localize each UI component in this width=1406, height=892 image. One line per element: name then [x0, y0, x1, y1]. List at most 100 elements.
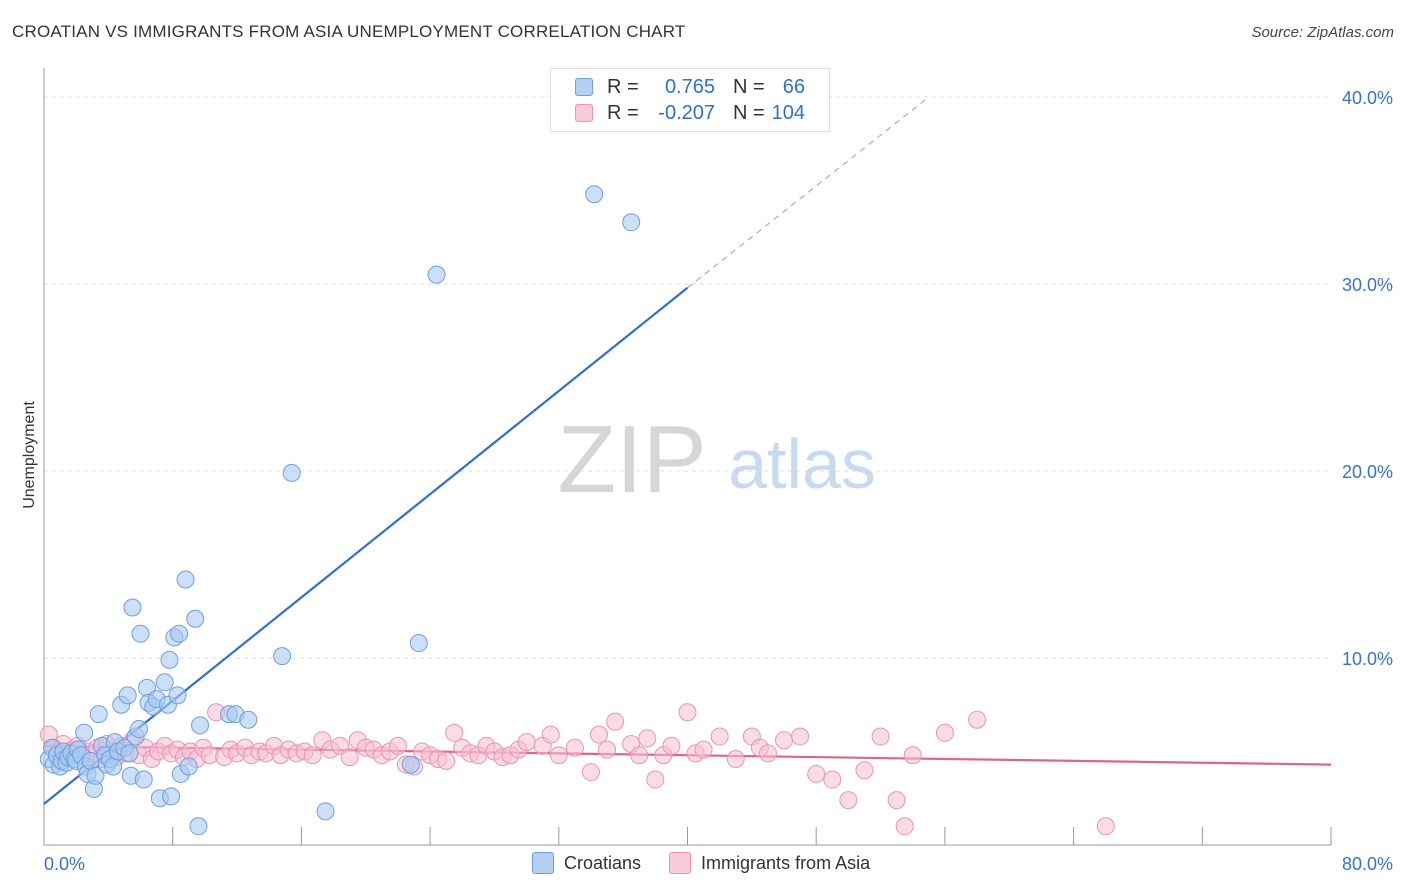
- immigrants-point: [775, 731, 794, 750]
- chart-source: Source: ZipAtlas.com: [1251, 24, 1394, 41]
- legend-r-label: R =: [607, 75, 639, 98]
- immigrants-point: [871, 727, 890, 746]
- croatians-point: [134, 770, 153, 789]
- immigrants-point: [517, 733, 536, 752]
- legend-r-value: 0.765: [664, 75, 715, 98]
- croatians-point: [118, 686, 137, 705]
- legend-swatch-blue: [575, 78, 593, 96]
- legend-item-croatians: Croatians: [532, 852, 641, 874]
- immigrants-point: [303, 746, 322, 765]
- legend-n-label: N =: [733, 75, 765, 98]
- croatians-point: [176, 570, 195, 589]
- immigrants-point: [887, 791, 906, 810]
- croatians-point: [168, 686, 187, 705]
- x-tick-label: 0.0%: [44, 854, 85, 874]
- immigrants-point: [935, 723, 954, 742]
- immigrants-point: [541, 725, 560, 744]
- croatians-point: [89, 705, 108, 724]
- x-tick-label: 80.0%: [1342, 854, 1393, 874]
- immigrants-point: [694, 740, 713, 759]
- croatians-point: [162, 787, 181, 806]
- immigrants-point: [758, 744, 777, 763]
- legend-r-label: R =: [607, 101, 639, 124]
- croatians-point: [75, 723, 94, 742]
- croatians-point: [189, 817, 208, 836]
- immigrants-point: [678, 703, 697, 722]
- immigrants-point: [445, 723, 464, 742]
- croatians-point: [131, 624, 150, 643]
- croatians-trend-line: [43, 286, 689, 805]
- immigrants-point: [823, 770, 842, 789]
- croatians-point: [129, 720, 148, 739]
- croatians-point: [155, 673, 174, 692]
- legend-n-label: N =: [733, 101, 765, 124]
- axes: [43, 68, 1332, 846]
- legend-swatch-immigrants: [669, 852, 692, 874]
- croatians-point: [585, 185, 604, 204]
- legend-n-value: 66: [782, 75, 805, 98]
- immigrants-point: [581, 763, 600, 782]
- croatians-point: [427, 265, 446, 284]
- immigrants-point: [630, 746, 649, 765]
- gridlines: [44, 96, 1331, 659]
- y-tick-label: 30.0%: [1342, 275, 1393, 295]
- immigrants-point: [855, 761, 874, 780]
- watermark-zip: ZIP: [557, 406, 706, 513]
- immigrants-point: [839, 791, 858, 810]
- croatians-point: [282, 463, 301, 482]
- croatians-point: [622, 213, 641, 232]
- immigrants-point: [549, 746, 568, 765]
- croatians-point: [401, 755, 420, 774]
- legend-row-immigrants: R = -0.207 N = 104: [575, 101, 805, 125]
- legend-r-value: -0.207: [658, 101, 715, 124]
- immigrants-point: [807, 764, 826, 783]
- croatians-point: [160, 650, 179, 669]
- immigrants-point: [895, 817, 914, 836]
- croatians-point: [120, 744, 139, 763]
- legend-swatch-pink: [575, 104, 593, 122]
- croatians-point: [191, 716, 210, 735]
- immigrants-point: [606, 712, 625, 731]
- tick-labels: 10.0% 20.0% 30.0% 40.0% 0.0% 80.0%: [44, 88, 1393, 874]
- chart-title: CROATIAN VS IMMIGRANTS FROM ASIA UNEMPLO…: [12, 22, 686, 41]
- croatians-point: [186, 609, 205, 628]
- legend-n-value: 104: [771, 101, 805, 124]
- immigrants-point: [437, 751, 456, 770]
- immigrants-point: [968, 710, 987, 729]
- correlation-legend: R = 0.765 N = 66 R = -0.207 N = 104: [550, 68, 830, 132]
- legend-swatch-croatians: [532, 852, 554, 874]
- y-tick-label: 20.0%: [1342, 462, 1393, 482]
- y-tick-label: 40.0%: [1342, 88, 1393, 108]
- croatians-points: [39, 185, 641, 836]
- croatians-point: [273, 647, 292, 666]
- immigrants-point: [598, 740, 617, 759]
- croatians-point: [179, 757, 198, 776]
- immigrants-point: [646, 770, 665, 789]
- croatians-point: [239, 710, 258, 729]
- legend-row-croatians: R = 0.765 N = 66: [575, 75, 805, 99]
- croatians-point: [409, 634, 428, 653]
- immigrants-point: [1096, 817, 1115, 836]
- immigrants-point: [710, 727, 729, 746]
- croatians-point: [104, 757, 123, 776]
- immigrants-point: [638, 729, 657, 748]
- croatians-trend-extension: [687, 96, 930, 289]
- croatians-point: [86, 766, 105, 785]
- legend-label-immigrants: Immigrants from Asia: [701, 852, 871, 873]
- immigrants-point: [388, 736, 407, 755]
- legend-label-croatians: Croatians: [564, 852, 642, 873]
- croatians-point: [170, 624, 189, 643]
- immigrants-point: [590, 725, 609, 744]
- immigrants-point: [903, 746, 922, 765]
- immigrants-point: [662, 736, 681, 755]
- immigrants-point: [565, 738, 584, 757]
- y-tick-label: 10.0%: [1342, 649, 1393, 669]
- immigrants-point: [726, 749, 745, 768]
- croatians-point: [316, 802, 335, 821]
- watermark-atlas: atlas: [728, 425, 876, 503]
- immigrants-point: [791, 727, 810, 746]
- croatians-point: [123, 598, 142, 617]
- series-legend: Croatians Immigrants from Asia: [532, 852, 898, 874]
- immigrants-point: [340, 748, 359, 767]
